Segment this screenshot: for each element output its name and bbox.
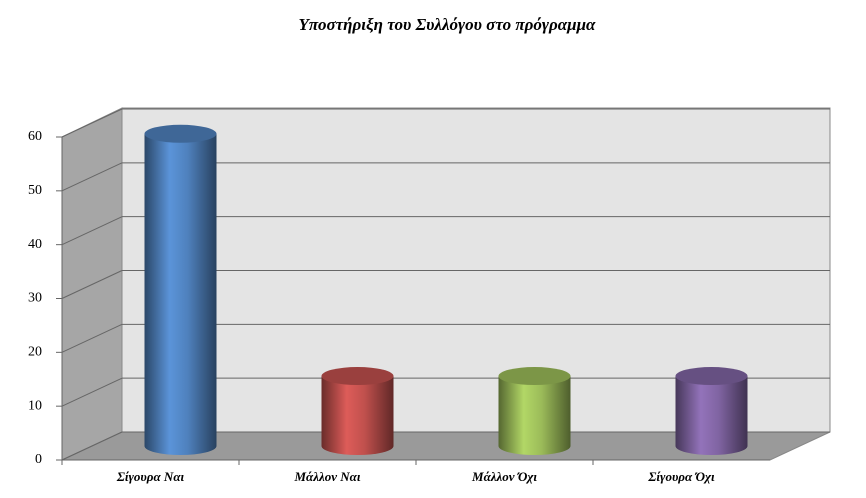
- bar-body: [144, 133, 217, 455]
- grid-line: [61, 108, 123, 138]
- x-tick-label: Μάλλον Όχι: [471, 469, 537, 484]
- bar-top: [321, 367, 394, 386]
- grid-line: [61, 431, 123, 461]
- y-tick-label: 30: [28, 291, 42, 306]
- y-tick-label: 50: [28, 183, 42, 198]
- bar-body: [321, 376, 394, 455]
- bar: [144, 124, 217, 455]
- y-tick-label: 0: [35, 452, 42, 467]
- bar-body: [498, 376, 571, 455]
- x-tick-label: Σίγουρα Ναι: [116, 469, 185, 484]
- y-tick-label: 20: [28, 345, 42, 360]
- bar-top: [144, 124, 217, 143]
- x-tick-label: Σίγουρα Όχι: [647, 469, 715, 484]
- grid-line: [61, 377, 123, 407]
- y-tick-label: 60: [28, 129, 42, 144]
- x-tick-label: Μάλλον Ναι: [293, 469, 360, 484]
- grid-line: [61, 323, 123, 353]
- grid-line: [61, 162, 123, 192]
- bar: [675, 367, 748, 455]
- chart-title: Υποστήριξη του Συλλόγου στο πρόγραμμα: [299, 15, 597, 34]
- grid-line: [61, 216, 123, 246]
- y-tick-label: 40: [28, 237, 42, 252]
- bar: [498, 367, 571, 455]
- bar: [321, 367, 394, 455]
- bar-top: [498, 367, 571, 386]
- y-tick-label: 10: [28, 398, 42, 413]
- grid-line: [61, 270, 123, 299]
- bar-body: [675, 376, 748, 455]
- bar-top: [675, 367, 748, 386]
